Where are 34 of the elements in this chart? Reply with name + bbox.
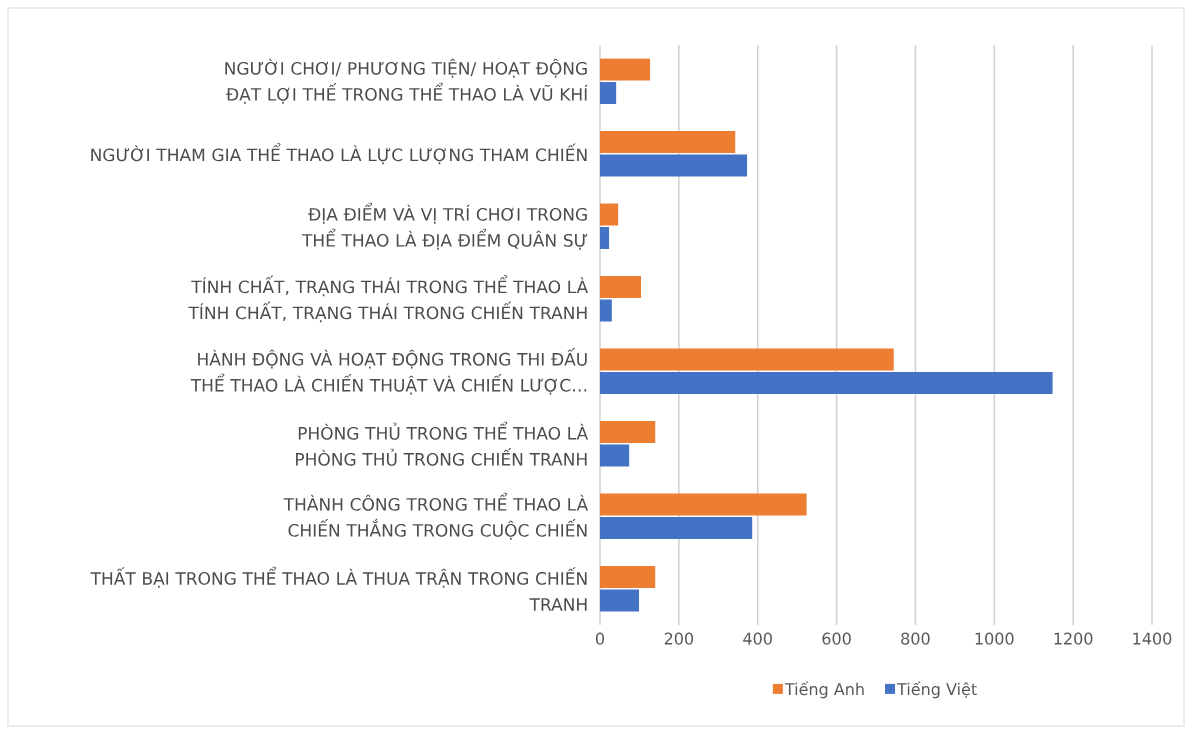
x-tick-label: 600: [822, 632, 851, 645]
bar: [600, 493, 807, 516]
x-tick-label: 400: [743, 632, 772, 645]
bar: [600, 154, 748, 177]
bar: [600, 444, 630, 467]
x-tick-label: 1400: [1133, 632, 1172, 645]
y-tick-label: THÀNH CÔNG TRONG THỂ THAO LÀ CHIẾN THẮNG TRONG CUỘC CHIẾN: [283, 492, 589, 540]
y-tick-label: ĐỊA ĐIỂM VÀ VỊ TRÍ CHƠI TRONG THỂ THAO LÀ ĐỊA ĐIỂM QUÂN SỰ: [301, 202, 588, 250]
bar: [600, 372, 1053, 395]
y-tick-label: NGƯỜI CHƠI/ PHƯƠNG TIỆN/ HOẠT ĐỘNG ĐẠT LỢI THẾ TRONG THỂ THAO LÀ VŨ KHÍ: [225, 58, 588, 104]
bar: [600, 420, 656, 443]
x-tick-label: 800: [901, 632, 930, 645]
x-tick-label: 1200: [1054, 632, 1093, 645]
bar: [600, 203, 619, 226]
legend-label: Tiếng Việt: [896, 681, 977, 699]
bar: [600, 348, 894, 371]
bar: [600, 589, 640, 612]
bar: [600, 517, 753, 540]
x-tick-label: 0: [595, 632, 605, 645]
bar: [600, 299, 612, 322]
x-tick-label: 1000: [975, 632, 1014, 645]
bar: [600, 58, 651, 81]
bar: [600, 130, 736, 153]
y-tick-label: HÀNH ĐỘNG VÀ HOẠT ĐỘNG TRONG THI ĐẤU THỂ THAO LÀ CHIẾN THUẬT VÀ CHIẾN LƯỢC…: [190, 347, 587, 395]
x-tick-label: 200: [664, 632, 694, 645]
bar: [600, 275, 642, 298]
bar: [600, 82, 617, 105]
y-tick-label: THẤT BẠI TRONG THỂ THAO LÀ THUA TRẬN TRONG CHIẾN TRANH: [90, 566, 587, 611]
y-tick-label: PHÒNG THỦ TRONG THỂ THAO LÀ PHÒNG THỦ TRONG CHIẾN TRANH: [296, 421, 589, 466]
y-tick-label: NGƯỜI THAM GIA THỂ THAO LÀ LỰC LƯỢNG THAM CHIẾN: [91, 143, 587, 165]
legend-label: Tiếng Anh: [784, 681, 864, 699]
bar: [600, 565, 656, 588]
bar: [600, 227, 610, 250]
y-tick-label: TÍNH CHẤT, TRẠNG THÁI TRONG THỂ THAO LÀ TÍNH CHẤT, TRẠNG THÁI TRONG CHIẾN TRANH: [188, 275, 589, 323]
